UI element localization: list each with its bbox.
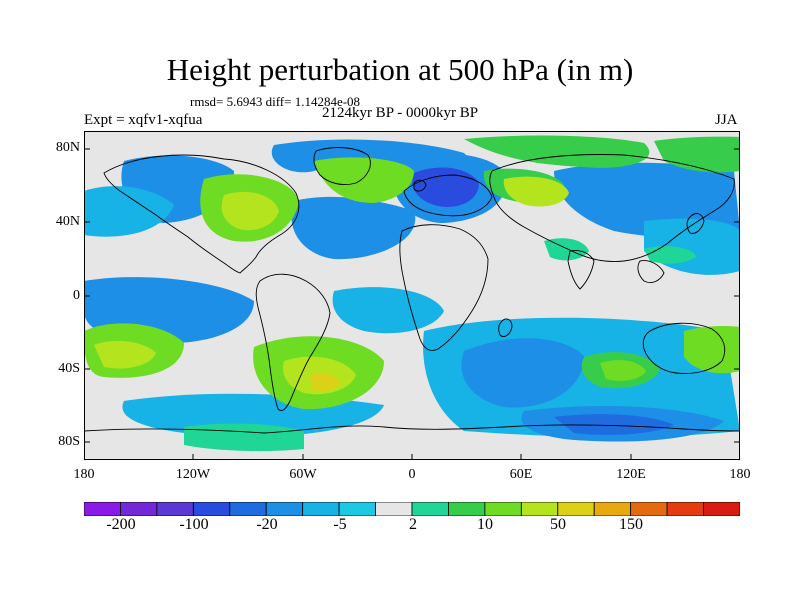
y-tick-0: 0 — [73, 288, 80, 303]
field-south-atlantic-peak — [310, 373, 340, 391]
field-canada-core — [221, 191, 279, 231]
japan-outline — [686, 213, 705, 234]
colorbar-box — [557, 502, 595, 516]
ticks — [84, 148, 740, 460]
field-indian-ocean-low — [461, 338, 584, 408]
india-outline — [567, 250, 595, 290]
field-pacific-positive — [644, 246, 696, 264]
x-tick-180e: 180 — [729, 467, 751, 482]
field-central-asia-high — [503, 176, 569, 207]
colorbar-box — [302, 502, 340, 516]
plot-title: Height perturbation at 500 hPa (in m) — [166, 52, 634, 87]
x-tick-120e: 120E — [616, 467, 646, 482]
colorbar-box — [593, 502, 632, 516]
y-tick-80n: 80N — [55, 140, 80, 155]
colorbar-box — [120, 502, 158, 516]
colorbar — [84, 502, 740, 516]
contour-fields — [84, 135, 740, 452]
y-tick-40s: 40S — [58, 361, 80, 376]
antarctica-outline — [84, 424, 740, 434]
colorbar-label: -5 — [333, 516, 347, 533]
colorbar-box — [84, 502, 121, 516]
colorbar-label: 2 — [409, 516, 417, 533]
world-map — [84, 131, 740, 460]
colorbar-box — [484, 502, 522, 516]
colorbar-label: -100 — [179, 516, 209, 533]
continent-outlines — [84, 147, 740, 434]
colorbar-box — [375, 502, 413, 516]
field-south-atlantic-low — [332, 287, 444, 334]
southeast-asia-outline — [637, 260, 665, 284]
x-tick-60w: 60W — [289, 467, 317, 482]
field-indian-ocean-core — [600, 360, 646, 381]
colorbar-box — [703, 502, 740, 516]
africa-outline — [399, 224, 489, 351]
field-arctic-high — [464, 135, 650, 168]
colorbar-box — [630, 502, 668, 516]
colorbar-label: -20 — [256, 516, 278, 533]
colorbar-box — [411, 502, 449, 516]
colorbar-label: 150 — [619, 516, 643, 533]
period-label: 2124kyr BP - 0000kyr BP — [321, 105, 479, 121]
rmsd-stats: rmsd= 5.6943 diff= 1.14284e-08 — [190, 94, 361, 109]
field-midatlantic-low — [291, 196, 416, 260]
north-america-outline — [103, 154, 300, 274]
colorbar-label: 10 — [477, 516, 493, 533]
colorbar-label: 50 — [550, 516, 566, 533]
colorbar-label: -200 — [106, 516, 136, 533]
madagascar-outline — [498, 318, 513, 338]
field-greenland-high — [314, 157, 414, 203]
experiment-label: Expt = xqfv1-xqfua — [84, 112, 203, 128]
colorbar-box — [229, 502, 267, 516]
field-australia-high — [684, 326, 740, 374]
australia-outline — [642, 322, 726, 374]
x-tick-120w: 120W — [175, 467, 211, 482]
europe-outline — [403, 174, 493, 217]
field-south-pacific-core — [94, 340, 156, 369]
field-north-pacific-high — [654, 136, 740, 173]
greenland-outline — [313, 147, 371, 186]
field-ross-positive — [184, 423, 304, 452]
colorbar-box — [265, 502, 304, 516]
field-east-antarctic-core — [554, 414, 674, 435]
field-europe-core — [412, 167, 479, 207]
x-tick-180w: 180 — [73, 467, 95, 482]
colorbar-box — [520, 502, 559, 516]
y-tick-80s: 80S — [58, 434, 80, 449]
colorbar-box — [666, 502, 704, 516]
colorbar-box — [448, 502, 486, 516]
y-tick-40n: 40N — [55, 214, 80, 229]
south-america-outline — [255, 273, 331, 412]
asia-outline — [489, 154, 735, 262]
season-label: JJA — [715, 112, 738, 128]
field-pacific-west-low — [84, 186, 174, 237]
colorbar-box — [192, 502, 231, 516]
x-tick-60e: 60E — [509, 467, 533, 482]
x-tick-0: 0 — [408, 467, 416, 482]
uk-outline — [413, 179, 427, 192]
colorbar-box — [338, 502, 376, 516]
colorbar-box — [156, 502, 194, 516]
